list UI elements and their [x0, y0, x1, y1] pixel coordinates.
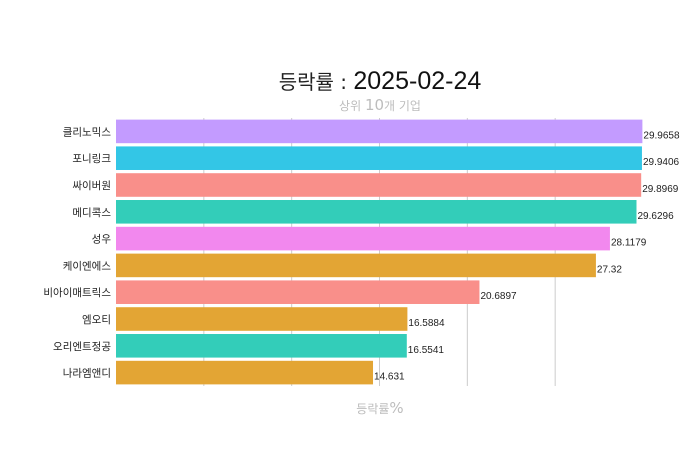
chart-title: 등락률 : 2025-02-24: [279, 67, 482, 95]
value-label: 29.9406: [643, 157, 680, 168]
chart-subtitle-suffix: 개 기업: [384, 99, 421, 113]
value-label: 16.5884: [408, 318, 445, 329]
value-labels: 29.9658 29.9406 29.8969 29.6296 28.1179 27.32…: [374, 130, 680, 382]
chart-subtitle-prefix: 상위: [339, 99, 365, 113]
x-axis-title-text: 등락률: [356, 402, 389, 416]
value-label: 29.6296: [637, 211, 674, 222]
category-label: 비아이매트릭스: [43, 287, 111, 299]
bar: [116, 253, 596, 278]
value-label: 29.8969: [642, 184, 679, 195]
chart-title-date: 2025-02-24: [353, 67, 481, 95]
chart-title-label: 등락률 :: [279, 70, 354, 94]
value-label: 28.1179: [611, 238, 647, 249]
bar: [116, 146, 642, 170]
category-labels: 클리노믹스포니링크싸이버원메디콕스성우케이엔에스비아이매트릭스엠오티오리엔트정공…: [43, 126, 111, 379]
bar: [116, 307, 408, 331]
chart-subtitle: 상위 10개 기업: [339, 96, 421, 114]
bar: [116, 280, 480, 304]
category-label: 싸이버원: [72, 180, 111, 192]
category-label: 케이엔에스: [63, 260, 112, 272]
value-label: 14.631: [374, 372, 405, 383]
category-label: 성우: [92, 234, 112, 246]
category-label: 엠오티: [82, 314, 111, 326]
category-label: 포니링크: [72, 153, 111, 165]
bar: [116, 226, 610, 251]
chart-subtitle-number: 10: [365, 96, 384, 114]
bar: [116, 360, 374, 385]
x-axis-title-unit: %: [389, 399, 403, 417]
x-axis-title: 등락률%: [356, 399, 403, 417]
category-label: 클리노믹스: [63, 126, 112, 138]
value-label: 29.9658: [643, 130, 680, 141]
value-label: 27.32: [597, 264, 622, 275]
value-label: 16.5541: [408, 345, 445, 356]
bar: [116, 119, 643, 144]
bar: [116, 173, 642, 197]
bars: [116, 119, 643, 385]
category-label: 오리엔트정공: [53, 341, 111, 353]
category-label: 메디콕스: [72, 207, 111, 219]
bar: [116, 334, 407, 358]
value-label: 20.6897: [480, 291, 517, 302]
category-label: 나라엠앤디: [63, 368, 111, 380]
bar: [116, 200, 637, 224]
